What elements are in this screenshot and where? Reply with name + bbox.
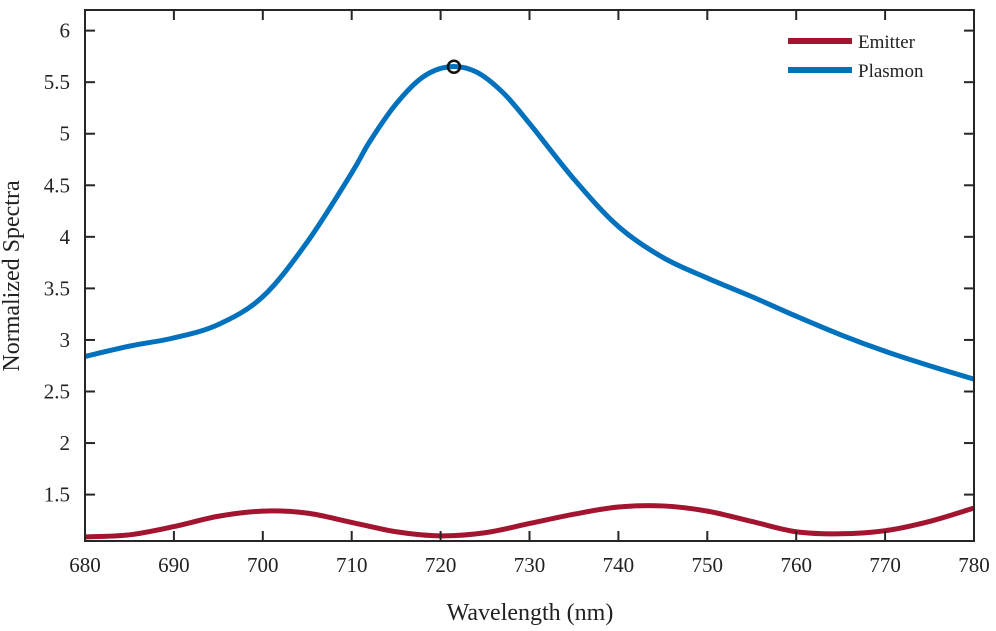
x-tick-label-9: 770 [869,553,901,577]
x-tick-label-3: 710 [336,553,368,577]
y-tick-label-4: 3.5 [44,276,70,300]
y-tick-label-3: 3 [60,328,71,352]
y-tick-label-2: 2.5 [44,379,70,403]
y-tick-label-5: 4 [60,225,71,249]
peak-marker-0 [446,59,462,74]
plot-area [85,10,974,541]
x-tick-label-5: 730 [514,553,546,577]
x-tick-label-8: 760 [780,553,812,577]
x-tick-label-10: 780 [958,553,990,577]
legend-label-emitter: Emitter [858,32,916,53]
series-line-plasmon [84,64,975,382]
series-layer [84,59,975,540]
legend-label-plasmon: Plasmon [858,61,924,82]
x-tick-label-1: 690 [158,553,190,577]
x-tick-label-0: 680 [69,553,101,577]
y-tick-label-0: 1.5 [44,483,70,507]
x-axis-label: Wavelength (nm) [447,600,614,626]
x-tick-label-4: 720 [425,553,457,577]
x-tick-label-7: 750 [692,553,724,577]
legend: Emitter Plasmon [788,32,924,82]
y-tick-label-9: 6 [60,19,71,43]
axes-layer: 680 690 700 710 720 730 740 750 760 770 780 1.5 2 2.5… [44,9,990,577]
plot-background [85,10,974,541]
y-tick-label-1: 2 [60,431,71,455]
y-tick-label-7: 5 [60,122,71,146]
x-tick-label-6: 740 [603,553,635,577]
y-tick-label-8: 5.5 [44,70,70,94]
y-tick-label-6: 4.5 [44,173,70,197]
y-axis-label: Normalized Spectra [0,180,25,372]
x-tick-label-2: 700 [247,553,279,577]
series-line-emitter [84,503,975,540]
